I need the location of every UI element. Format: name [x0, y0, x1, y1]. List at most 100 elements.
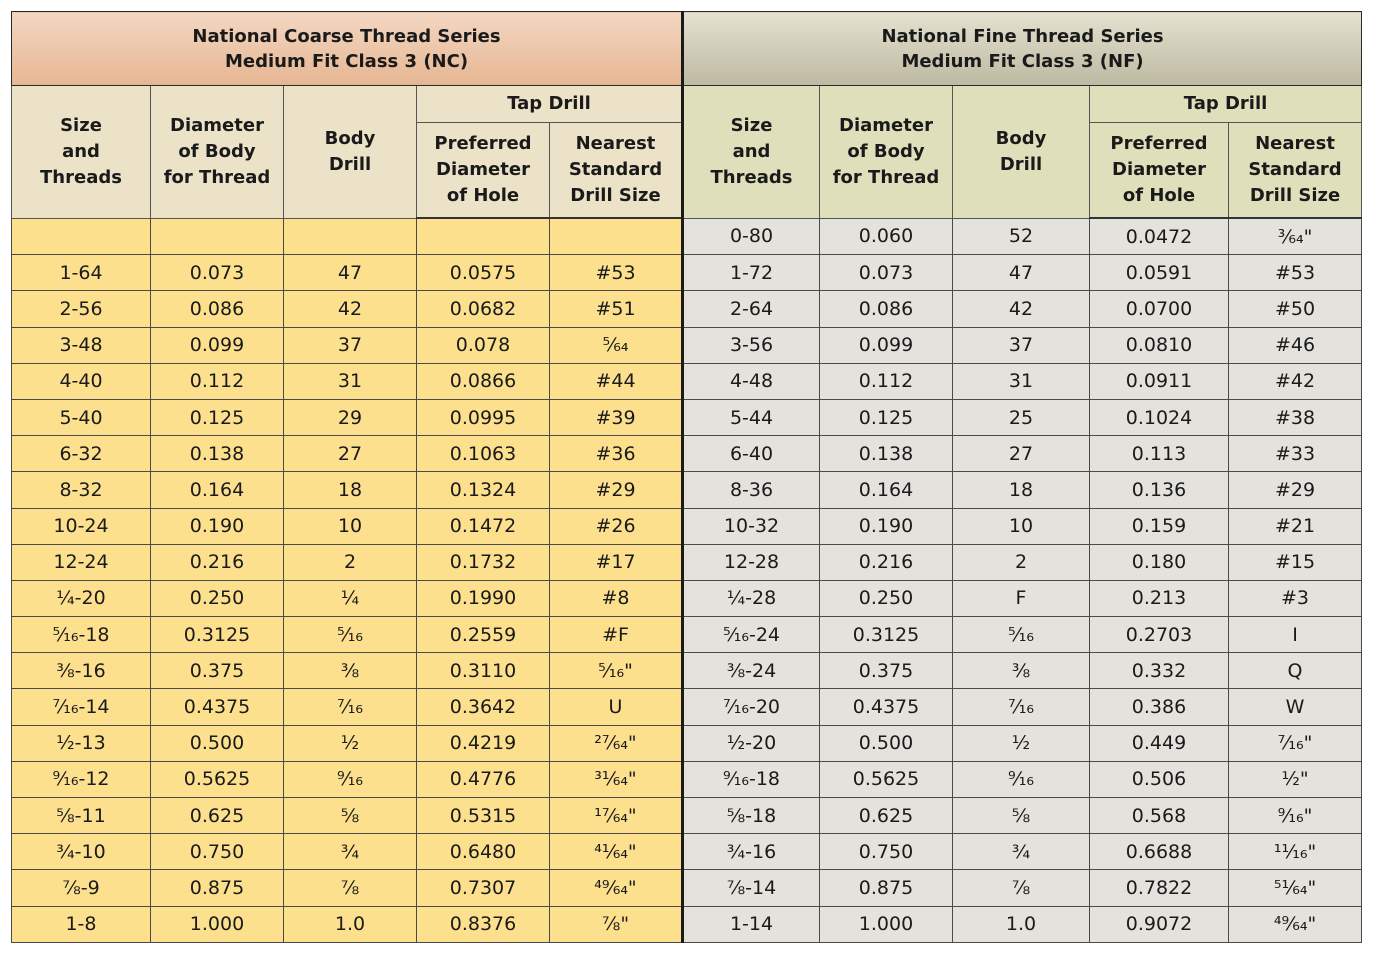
table-row: ⁷⁄₁₆-14 0.4375 ⁷⁄₁₆ 0.3642 U ⁷⁄₁₆-20 0.4375 ⁷⁄₁… — [11, 688, 1363, 726]
nc-cell-size-threads: 4-40 — [11, 362, 151, 400]
nc-cell-preferred-diameter: 0.6480 — [416, 833, 550, 871]
nc-cell-body-drill: 37 — [283, 326, 417, 364]
nf-cell-body-drill: 47 — [952, 254, 1090, 292]
nc-cell-size-threads: ½-13 — [11, 724, 151, 762]
nc-header-nearest-standard: Nearest Standard Drill Size — [549, 122, 683, 219]
nf-cell-nearest-standard: ³⁄₆₄" — [1227, 217, 1363, 256]
nf-cell-diameter-body: 0.190 — [819, 507, 953, 545]
nf-cell-size-threads: ⁵⁄₁₆-24 — [681, 616, 820, 654]
nf-cell-preferred-diameter: 0.506 — [1089, 760, 1229, 799]
nf-cell-body-drill: F — [952, 579, 1090, 618]
nf-cell-size-threads: 0-80 — [681, 217, 820, 256]
nc-cell-preferred-diameter: 0.3110 — [416, 652, 550, 690]
nf-cell-diameter-body: 0.216 — [819, 543, 953, 581]
nf-cell-preferred-diameter: 0.0810 — [1089, 326, 1229, 364]
nf-cell-preferred-diameter: 0.0911 — [1089, 362, 1229, 400]
nc-cell-body-drill: 42 — [283, 290, 417, 328]
nf-cell-diameter-body: 0.086 — [819, 290, 953, 328]
table-row: 1-8 1.000 1.0 0.8376 ⅞" 1-14 1.000 1.0 0.9072 ⁴⁹⁄… — [11, 905, 1363, 944]
nf-cell-size-threads: 5-44 — [681, 398, 820, 437]
nf-cell-body-drill: 1.0 — [952, 905, 1090, 944]
nc-cell-diameter-body: 0.216 — [150, 543, 284, 581]
table-row: ⁹⁄₁₆-12 0.5625 ⁹⁄₁₆ 0.4776 ³¹⁄₆₄" ⁹⁄₁₆-18 0.56… — [11, 760, 1363, 799]
header-line: of Hole — [446, 185, 520, 206]
header-line: Diameter — [436, 159, 530, 180]
nc-cell-body-drill: 47 — [283, 254, 417, 292]
nf-cell-diameter-body: 0.073 — [819, 254, 953, 292]
thread-series-table: National Coarse Thread Series Medium Fit… — [11, 11, 1363, 944]
nf-cell-nearest-standard: #29 — [1227, 471, 1363, 509]
nc-cell-nearest-standard — [549, 217, 683, 256]
table-row: ¾-10 0.750 ¾ 0.6480 ⁴¹⁄₆₄" ¾-16 0.750 ¾ 0.6688 ¹¹… — [11, 833, 1363, 871]
nc-cell-preferred-diameter: 0.1472 — [416, 507, 550, 545]
header-line: of Hole — [1122, 185, 1196, 206]
nc-cell-nearest-standard: #8 — [549, 579, 683, 618]
nf-cell-preferred-diameter: 0.2703 — [1089, 616, 1229, 654]
table-row: 0-80 0.060 52 0.0472 ³⁄₆₄" — [11, 217, 1363, 256]
nf-series-title: National Fine Thread Series Medium Fit C… — [680, 11, 1363, 86]
table-row: 1-64 0.073 47 0.0575 #53 1-72 0.073 47 0.0591 #53 — [11, 254, 1363, 292]
nf-cell-size-threads: 2-64 — [681, 290, 820, 328]
nc-cell-body-drill: ⁵⁄₁₆ — [283, 616, 417, 654]
nc-cell-preferred-diameter: 0.4219 — [416, 724, 550, 762]
nc-cell-size-threads: 5-40 — [11, 398, 151, 437]
nf-cell-nearest-standard: ⁷⁄₁₆" — [1227, 724, 1363, 762]
nf-cell-body-drill: 25 — [952, 398, 1090, 437]
nc-cell-size-threads: ¼-20 — [11, 579, 151, 618]
nc-cell-diameter-body: 0.190 — [150, 507, 284, 545]
header-line: Threads — [40, 166, 122, 188]
nf-cell-preferred-diameter: 0.0591 — [1089, 254, 1229, 292]
nf-cell-nearest-standard: #21 — [1227, 507, 1363, 545]
nc-cell-body-drill: 18 — [283, 471, 417, 509]
nf-cell-body-drill: 37 — [952, 326, 1090, 364]
nc-cell-body-drill: ⁹⁄₁₆ — [283, 760, 417, 799]
nf-cell-diameter-body: 0.750 — [819, 833, 953, 871]
nc-cell-size-threads: 2-56 — [11, 290, 151, 328]
nc-cell-size-threads: 1-8 — [11, 905, 151, 944]
nf-cell-size-threads: ⁹⁄₁₆-18 — [681, 760, 820, 799]
nf-cell-preferred-diameter: 0.568 — [1089, 796, 1229, 835]
nc-cell-preferred-diameter: 0.0866 — [416, 362, 550, 400]
nf-cell-diameter-body: 0.3125 — [819, 616, 953, 654]
nc-cell-diameter-body: 0.164 — [150, 471, 284, 509]
nf-header-tap-drill: Tap Drill — [1088, 85, 1363, 123]
nc-cell-size-threads: 12-24 — [11, 543, 151, 581]
nf-cell-size-threads: ¾-16 — [681, 833, 820, 871]
nf-cell-size-threads: 4-48 — [681, 362, 820, 400]
nc-cell-preferred-diameter: 0.3642 — [416, 688, 550, 726]
nf-cell-preferred-diameter: 0.136 — [1089, 471, 1229, 509]
nf-cell-nearest-standard: #42 — [1227, 362, 1363, 400]
nc-cell-nearest-standard: ¹⁷⁄₆₄" — [549, 796, 683, 835]
nc-cell-size-threads: 3-48 — [11, 326, 151, 364]
nc-cell-preferred-diameter: 0.8376 — [416, 905, 550, 944]
nf-cell-nearest-standard: I — [1227, 616, 1363, 654]
header-line: Drill — [328, 153, 372, 175]
nc-cell-nearest-standard: ³¹⁄₆₄" — [549, 760, 683, 799]
nc-cell-body-drill: ⅜ — [283, 652, 417, 690]
nc-cell-preferred-diameter: 0.078 — [416, 326, 550, 364]
nc-cell-size-threads: ⅝-11 — [11, 796, 151, 835]
nc-cell-size-threads: ¾-10 — [11, 833, 151, 871]
nc-cell-diameter-body: 0.250 — [150, 579, 284, 618]
nc-cell-size-threads — [11, 217, 151, 256]
nf-cell-nearest-standard: #15 — [1227, 543, 1363, 581]
nf-cell-diameter-body: 0.060 — [819, 217, 953, 256]
nf-cell-preferred-diameter: 0.159 — [1089, 507, 1229, 545]
header-line: Diameter — [170, 114, 264, 136]
nc-series-title: National Coarse Thread Series Medium Fit… — [11, 11, 683, 86]
nf-cell-diameter-body: 0.5625 — [819, 760, 953, 799]
header-line: Drill Size — [1249, 185, 1341, 206]
nc-cell-size-threads: 1-64 — [11, 254, 151, 292]
header-line: Nearest — [575, 133, 656, 154]
nc-cell-nearest-standard: #26 — [549, 507, 683, 545]
nc-cell-body-drill: 31 — [283, 362, 417, 400]
nc-cell-nearest-standard: #29 — [549, 471, 683, 509]
nc-cell-body-drill: 1.0 — [283, 905, 417, 944]
nf-cell-size-threads: ⅞-14 — [681, 869, 820, 907]
nf-cell-preferred-diameter: 0.180 — [1089, 543, 1229, 581]
nf-cell-preferred-diameter: 0.7822 — [1089, 869, 1229, 907]
header-line: Size — [730, 114, 773, 136]
nf-header-diameter-body: Diameter of Body for Thread — [819, 85, 953, 219]
nf-cell-body-drill: ⅜ — [952, 652, 1090, 690]
nf-cell-nearest-standard: ⁵¹⁄₆₄" — [1227, 869, 1363, 907]
